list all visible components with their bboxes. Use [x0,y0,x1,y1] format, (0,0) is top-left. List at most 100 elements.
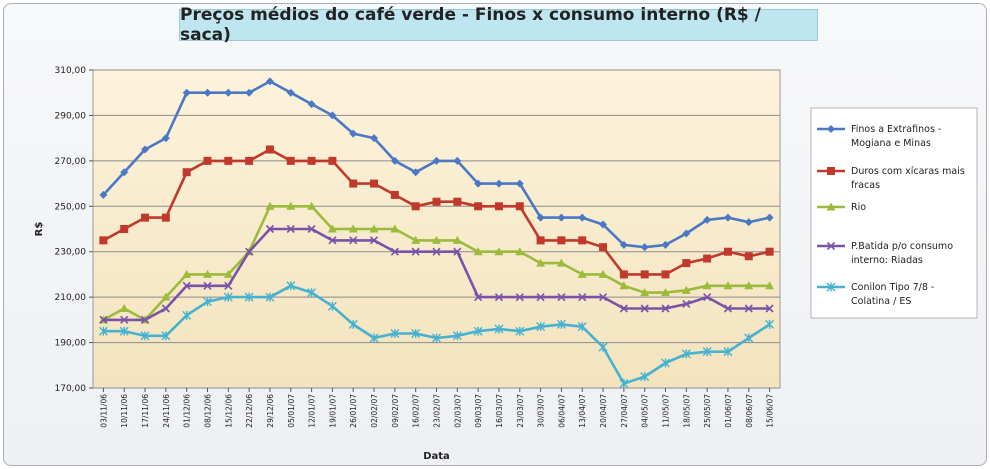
x-tick-label: 17/11/06 [141,394,150,428]
data-point [390,190,399,199]
data-point [723,281,733,290]
data-point [681,285,691,294]
x-tick-label: 25/05/07 [703,394,712,428]
data-point [265,145,274,154]
x-tick-label: 26/01/07 [349,394,358,428]
legend-item: Duros com xícaras mais fracas [817,166,965,191]
legend-item: Rio [817,202,866,213]
data-point [765,319,775,329]
data-point [452,331,462,341]
data-point [536,258,546,267]
x-tick-label: 16/02/07 [412,394,421,428]
x-tick-label: 27/04/07 [620,394,629,428]
data-point [370,134,379,143]
x-tick-label: 15/06/07 [766,394,775,428]
data-point [244,292,254,302]
legend-swatch-marker [826,282,836,292]
data-point [411,328,421,338]
data-point [245,247,254,256]
data-point [265,292,275,302]
data-point [536,213,545,222]
data-point [327,224,337,233]
data-point [765,213,774,222]
x-tick-label: 13/04/07 [578,394,587,428]
data-point [182,88,191,97]
data-point [99,315,108,324]
data-point [223,269,233,278]
data-point [453,156,462,165]
y-tick-label: 270,00 [55,157,87,167]
data-point [182,310,192,320]
data-point [619,240,628,249]
data-point [640,372,650,382]
data-point [286,88,295,97]
y-tick-label: 310,00 [55,66,87,76]
data-point [203,269,212,278]
data-point [640,270,649,279]
data-point [494,293,504,302]
data-point [98,326,108,336]
data-point [640,288,650,297]
data-point [120,225,129,233]
data-point [307,201,317,210]
data-point [369,224,379,233]
data-point [598,342,608,352]
x-tick-label: 06/04/07 [557,394,566,428]
data-point [702,347,712,357]
data-point [515,247,525,256]
data-point [703,254,712,263]
data-point [577,269,587,278]
x-tick-label: 30/03/07 [537,394,546,428]
x-tick-label: 11/05/07 [662,394,671,428]
data-point [349,179,358,188]
legend-label: Mogiana e Minas [851,138,931,149]
data-point [661,270,670,279]
x-tick-label: 09/02/07 [391,394,400,428]
data-point [265,201,275,210]
data-point [224,281,233,290]
data-point [452,235,462,244]
data-point [432,156,441,165]
data-point [161,134,170,143]
series-4 [99,224,774,324]
y-tick-label: 190,00 [55,339,87,349]
data-point [328,156,337,165]
data-point [681,349,691,359]
data-point [203,88,212,97]
data-point [744,252,753,261]
data-point [619,270,628,279]
data-point [619,281,629,290]
data-point [307,224,316,234]
x-tick-label: 20/04/07 [599,394,608,428]
data-point [161,331,171,341]
data-point [744,304,753,313]
data-point [182,168,191,177]
legend-label: Colatina / ES [851,296,911,307]
x-tick-label: 01/06/07 [724,394,733,428]
data-point [224,156,233,165]
data-point [474,293,483,302]
data-point [661,358,670,368]
legend-items: Finos a Extrafinos - Mogiana e Minas Duros… [817,124,965,307]
data-point [557,213,566,222]
legend-item: P.Batida p/o consumo interno: Riadas [817,241,953,266]
data-point [661,288,670,297]
data-point [703,293,712,302]
x-tick-label: 19/01/07 [328,394,337,428]
data-point [432,235,441,244]
data-point [599,220,608,229]
data-point [203,156,212,165]
x-tick-label: 12/01/07 [308,394,317,428]
data-point [411,202,420,211]
data-point [703,215,712,224]
data-point [682,299,691,309]
x-tick-label: 04/05/07 [641,394,650,428]
data-point [765,247,774,256]
data-point [245,156,254,165]
legend-label: Conilon Tipo 7/8 - [851,282,934,293]
data-point [119,326,129,336]
data-point [599,243,608,252]
data-point [473,247,483,256]
data-point [515,202,524,211]
